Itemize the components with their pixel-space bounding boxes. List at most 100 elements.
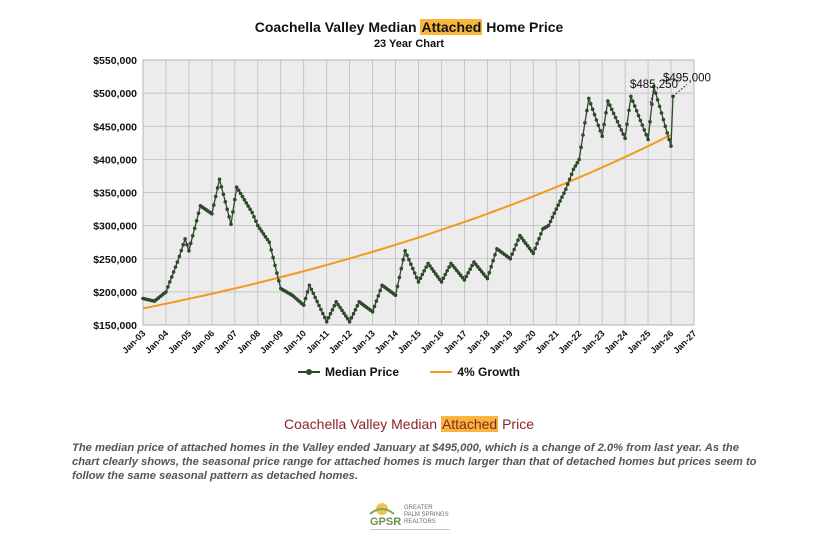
median-point <box>468 267 473 272</box>
median-point <box>418 276 423 281</box>
median-point <box>554 207 559 211</box>
median-point <box>254 219 258 223</box>
median-point <box>328 311 333 316</box>
x-tick-label: Jan-07 <box>212 328 239 355</box>
median-point <box>648 120 652 124</box>
median-point <box>640 123 645 127</box>
median-point <box>575 160 580 165</box>
median-point <box>313 295 318 300</box>
median-point <box>301 303 306 307</box>
chart-legend: Median Price 4% Growth <box>0 365 818 380</box>
median-point <box>355 304 360 308</box>
median-point <box>233 197 237 202</box>
median-point <box>275 271 279 275</box>
median-point <box>636 113 641 118</box>
median-point <box>556 203 560 207</box>
median-point <box>487 270 492 275</box>
median-point <box>663 124 668 129</box>
median-point <box>659 111 664 115</box>
median-point <box>225 207 229 212</box>
median-point <box>259 229 264 233</box>
median-point <box>196 211 201 216</box>
x-tick-label: Jan-14 <box>373 328 400 355</box>
median-point <box>351 311 356 316</box>
median-point <box>194 219 199 223</box>
median-point <box>514 243 518 247</box>
median-point <box>512 247 516 252</box>
y-tick-label: $500,000 <box>93 88 137 100</box>
median-point <box>481 272 486 276</box>
legend-median-label: Median Price <box>324 365 399 379</box>
chart-subtitle: 23 Year Chart <box>373 38 445 50</box>
median-point <box>326 315 331 320</box>
median-point <box>393 293 398 298</box>
median-point <box>311 291 316 296</box>
median-point <box>550 215 555 220</box>
median-point <box>464 274 469 279</box>
median-point <box>255 223 260 228</box>
x-tick-label: Jan-17 <box>442 328 469 355</box>
median-point <box>317 303 321 308</box>
median-point <box>324 319 329 324</box>
median-point <box>516 238 520 242</box>
median-point <box>592 112 597 117</box>
median-point <box>525 244 530 248</box>
median-point <box>248 207 252 211</box>
y-tick-label: $400,000 <box>93 154 137 166</box>
median-point <box>613 115 618 120</box>
median-point <box>604 111 608 115</box>
legend-growth: 4% Growth <box>430 365 520 379</box>
x-tick-label: Jan-19 <box>488 328 515 355</box>
median-point <box>508 257 513 261</box>
median-point <box>221 192 226 197</box>
median-point <box>177 254 182 259</box>
median-point <box>169 275 174 279</box>
median-point <box>303 296 308 301</box>
median-point <box>462 278 467 282</box>
median-point <box>210 211 214 216</box>
median-point <box>372 304 377 309</box>
median-point <box>240 194 245 199</box>
median-point <box>347 319 352 324</box>
logo-line-1: GREATER <box>404 505 433 511</box>
x-tick-label: Jan-25 <box>625 328 652 355</box>
median-point <box>606 99 610 103</box>
median-point <box>189 241 193 246</box>
x-tick-label: Jan-24 <box>602 328 629 355</box>
median-point <box>564 187 568 191</box>
median-point <box>621 132 625 136</box>
median-point <box>395 284 400 289</box>
median-point <box>573 164 578 168</box>
median-point <box>587 96 591 101</box>
median-point <box>345 317 350 321</box>
median-point <box>596 123 601 128</box>
median-point <box>489 264 494 269</box>
median-point <box>669 144 673 148</box>
median-point <box>565 182 570 186</box>
median-point <box>548 219 553 224</box>
median-point <box>653 91 658 95</box>
median-point <box>173 265 178 269</box>
median-point <box>330 308 335 312</box>
median-point <box>583 121 587 125</box>
median-point <box>271 255 275 260</box>
median-point <box>458 273 463 278</box>
x-tick-label: Jan-20 <box>510 328 537 355</box>
median-point <box>307 283 312 288</box>
x-tick-label: Jan-27 <box>671 328 698 355</box>
median-point <box>190 234 195 238</box>
median-point <box>277 279 281 283</box>
median-point <box>229 222 233 227</box>
median-point <box>407 257 411 262</box>
median-point <box>378 288 383 293</box>
median-point <box>579 145 583 149</box>
median-point <box>231 210 235 214</box>
median-point <box>340 308 344 313</box>
median-point <box>625 122 629 127</box>
median-point <box>466 271 471 275</box>
annotation-leader <box>672 84 688 97</box>
median-point <box>401 257 406 262</box>
median-point <box>183 237 187 241</box>
x-tick-label: Jan-18 <box>465 328 492 355</box>
y-tick-label: $450,000 <box>93 121 137 133</box>
